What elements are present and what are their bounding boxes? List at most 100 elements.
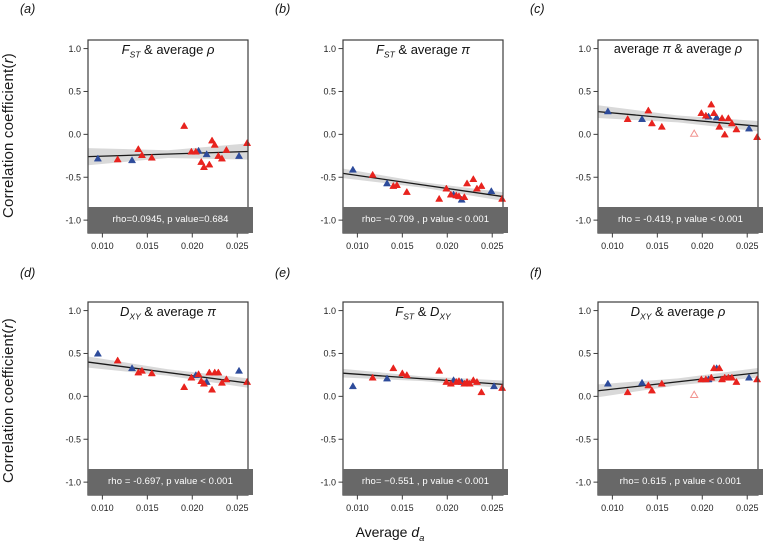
blue-filled-point (348, 382, 357, 390)
y-tick-label: 0.0 (578, 130, 591, 140)
y-tick-label: -0.5 (320, 434, 336, 444)
red-filled-point (368, 373, 377, 381)
blue-filled-point (638, 378, 647, 386)
y-tick-label: 0.5 (68, 87, 81, 97)
red-filled-point (718, 114, 727, 122)
red-filled-point (113, 356, 122, 364)
red-filled-point (701, 111, 710, 119)
red-filled-point (187, 373, 196, 381)
red-open-point (689, 129, 699, 137)
plot-border (87, 39, 249, 234)
red-filled-point (724, 114, 733, 122)
y-tick-label: 0.5 (323, 87, 336, 97)
red-filled-point (753, 375, 762, 383)
red-filled-point (623, 115, 632, 122)
red-filled-point (194, 370, 203, 378)
y-tick-label: 0.5 (68, 349, 81, 359)
panel-label-e: (e) (275, 266, 291, 280)
x-tick-label: 0.015 (136, 503, 159, 513)
y-tick-label: -1.0 (65, 477, 81, 487)
plot-title-segment: ρ (206, 42, 215, 57)
red-filled-point (715, 364, 724, 372)
red-filled-point (454, 377, 463, 384)
plot-title-segment: & average (670, 42, 735, 56)
y-axis-title-row2: Correlation coefficient(r) (0, 317, 17, 484)
plot-title-segment: π (207, 304, 216, 319)
plot-title-segment: & average (394, 42, 462, 57)
red-open-point (689, 390, 699, 398)
red-filled-point (205, 368, 214, 376)
red-filled-point (217, 154, 226, 162)
plot-title-a: FST & average ρ (88, 42, 248, 60)
red-filled-point (657, 122, 666, 130)
blue-filled-point (93, 349, 102, 357)
blue-filled-point (93, 154, 102, 162)
red-filled-point (720, 130, 729, 138)
red-filled-point (657, 379, 666, 387)
blue-filled-point (744, 124, 754, 132)
red-filled-point (208, 385, 217, 393)
x-tick-label: 0.020 (436, 503, 459, 513)
plot-title-segment: XY (439, 311, 451, 322)
plot-title-c: average π & average ρ (598, 42, 758, 56)
stat-banner-b: rho= −0.709 , p value < 0.001 (343, 207, 508, 233)
red-filled-point (647, 386, 656, 394)
red-filled-point (732, 125, 741, 133)
x-tick-label: 0.010 (601, 503, 624, 513)
red-filled-point (199, 379, 208, 387)
plot-title-segment: & (414, 304, 430, 319)
x-tick-label: 0.010 (601, 241, 624, 251)
y-tick-label: 1.0 (68, 306, 81, 316)
plot-title-segment: D (430, 304, 440, 319)
y-tick-label: 0.0 (68, 130, 81, 140)
y-tick-label: -0.5 (65, 434, 81, 444)
y-tick-label: 0.0 (68, 392, 81, 402)
red-filled-point (442, 377, 451, 385)
x-tick-label: 0.010 (91, 503, 114, 513)
red-filled-point (398, 369, 407, 377)
red-filled-point (180, 383, 189, 390)
red-filled-point (217, 378, 226, 386)
plot-title-d: DXY & average π (88, 304, 248, 321)
x-tick-label: 0.020 (181, 503, 204, 513)
x-tick-label: 0.025 (736, 241, 759, 251)
y-tick-label: 1.0 (323, 306, 336, 316)
plot-border (597, 39, 759, 234)
plot-title-b: FST & average π (343, 42, 503, 59)
red-filled-point (727, 373, 736, 381)
y-tick-label: 1.0 (68, 44, 81, 54)
red-filled-point (465, 379, 474, 387)
red-filled-point (197, 157, 206, 165)
y-tick-label: 0.0 (323, 130, 336, 140)
x-tick-label: 0.025 (481, 241, 504, 251)
plot-title-segment: ST (129, 49, 141, 60)
scatter-plot-a: 1.0 0.5 0.0 -0.5 -1.0 0.010 0.015 0.020 0.025 (65, 39, 252, 251)
plot-title-segment: ρ (717, 304, 726, 319)
x-tick-label: 0.010 (346, 241, 369, 251)
regression-line (87, 361, 249, 384)
blue-filled-point (603, 379, 612, 387)
x-tick-label: 0.015 (391, 241, 414, 251)
red-filled-point (472, 377, 481, 385)
blue-filled-point (744, 373, 754, 381)
red-filled-point (210, 140, 219, 148)
y-tick-label: -0.5 (65, 172, 81, 182)
red-filled-point (243, 377, 252, 385)
regression-line (342, 172, 504, 198)
red-filled-point (463, 179, 472, 187)
y-tick-label: -1.0 (320, 215, 336, 225)
scatter-plot-b: 1.0 0.5 0.0 -0.5 -1.0 0.010 0.015 0.020 0.025 (320, 39, 507, 251)
red-filled-point (208, 136, 217, 144)
plot-border (342, 39, 504, 234)
stat-banner-c: rho = -0.419, p value < 0.001 (598, 207, 763, 233)
plot-border (597, 301, 759, 496)
scatter-plot-c: 1.0 0.5 0.0 -0.5 -1.0 0.010 0.015 0.020 0.025 (575, 39, 762, 251)
y-tick-label: 1.0 (578, 44, 591, 54)
y-tick-label: 1.0 (323, 44, 336, 54)
plot-title-segment: π (461, 42, 471, 57)
plot-title-segment: π (662, 42, 671, 56)
panel-label-b: (b) (275, 2, 291, 16)
red-filled-point (727, 119, 736, 127)
plot-title-e: FST & DXY (343, 304, 503, 322)
